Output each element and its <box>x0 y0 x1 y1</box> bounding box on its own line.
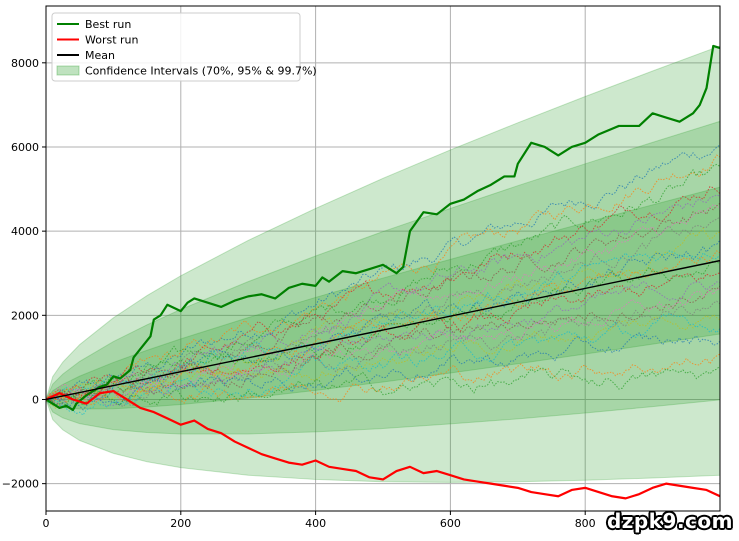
series-mean-line <box>46 259 720 401</box>
background-run-line <box>46 281 720 407</box>
legend-label: Best run <box>85 18 131 31</box>
x-tick-label: 0 <box>43 517 50 530</box>
legend-swatch <box>56 65 80 76</box>
background-run-line <box>46 202 720 400</box>
x-tick-label: 200 <box>170 517 191 530</box>
y-tick-label: 6000 <box>11 141 39 154</box>
background-run-line <box>46 353 720 405</box>
y-tick-label: −2000 <box>2 478 39 491</box>
legend-box <box>51 12 301 82</box>
x-tick-label: 600 <box>440 517 461 530</box>
background-run-line <box>46 186 720 400</box>
background-run-line <box>46 260 720 400</box>
plot-frame <box>45 5 721 512</box>
legend-label: Worst run <box>85 34 139 47</box>
y-tick-label: 4000 <box>11 225 39 238</box>
x-tick-label: 400 <box>305 517 326 530</box>
background-run-line <box>46 194 720 400</box>
background-run-line <box>46 250 720 402</box>
background-run-line <box>46 144 720 403</box>
background-run-line <box>46 314 720 401</box>
background-run-line <box>46 365 720 407</box>
legend: Best run Worst run Mean Confidence Interval… <box>51 12 317 82</box>
y-tick-label: 0 <box>32 393 39 406</box>
series-worst-run-line <box>46 389 720 500</box>
series-best-run-line <box>46 44 720 412</box>
background-run-line <box>46 300 720 408</box>
background-run-line <box>46 154 720 401</box>
background-run-line <box>46 216 720 400</box>
y-tick-label: 2000 <box>11 309 39 322</box>
x-tick-label: 800 <box>575 517 596 530</box>
y-tick-label: 8000 <box>11 57 39 70</box>
legend-label: Confidence Intervals (70%, 95% & 99.7%) <box>85 65 317 78</box>
legend-label: Mean <box>85 49 115 62</box>
background-run-line <box>46 288 720 402</box>
background-run-line <box>46 312 720 416</box>
background-run-line <box>46 332 720 411</box>
watermark: dzpk9.com <box>606 509 733 533</box>
